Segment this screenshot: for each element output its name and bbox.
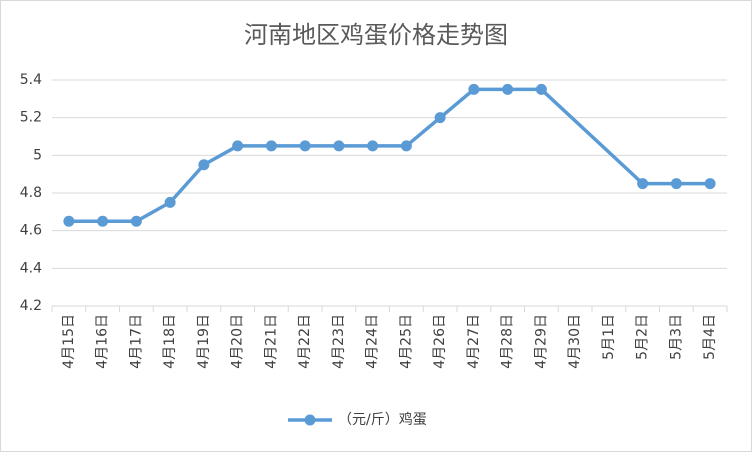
x-tick-label: 4月19日 [196,314,212,369]
point [265,140,277,152]
y-tick-label: 4.8 [20,185,42,201]
x-tick-label: 4月22日 [297,314,313,369]
point [535,83,547,95]
x-tick-label: 4月18日 [162,314,178,369]
point [670,178,682,190]
point [704,178,716,190]
y-tick-label: 4.4 [20,260,42,276]
x-tick-label: 4月23日 [331,314,347,369]
point [232,140,244,152]
point [333,140,345,152]
x-tick-label: 4月15日 [61,314,77,369]
point [299,140,311,152]
y-tick-label: 5.2 [20,110,42,126]
x-tick-label: 4月28日 [500,314,516,369]
point [63,215,75,227]
x-tick-label: 5月4日 [702,314,718,360]
x-tick-label: 4月25日 [398,314,414,369]
x-tick-label: 4月20日 [230,314,246,369]
legend-label: （元/斤）鸡蛋 [338,411,427,428]
x-tick-label: 4月24日 [365,314,381,369]
x-tick-label: 5月3日 [668,314,684,360]
y-tick-label: 5 [33,147,42,163]
y-tick-label: 4.6 [20,223,42,239]
x-tick-label: 4月16日 [95,314,111,369]
x-tick-label: 5月2日 [635,314,651,360]
point [164,196,176,208]
x-tick-label: 4月30日 [567,314,583,369]
x-tick-label: 4月27日 [466,314,482,369]
point [468,83,480,95]
point [434,112,446,124]
y-tick-label: 4.2 [20,298,42,314]
x-tick-label: 5月1日 [601,314,617,360]
x-tick-label: 4月21日 [263,314,279,369]
point [367,140,379,152]
point [198,159,210,171]
x-tick-label: 4月17日 [128,314,144,369]
gap-connector [540,88,644,185]
point [97,215,109,227]
point [130,215,142,227]
point [637,178,649,190]
x-tick-label: 4月26日 [432,314,448,369]
legend-marker [304,414,316,426]
chart-title: 河南地区鸡蛋价格走势图 [244,21,508,49]
point [502,83,514,95]
x-tick-label: 4月29日 [533,314,549,369]
y-tick-label: 5.4 [20,72,42,88]
point [400,140,412,152]
